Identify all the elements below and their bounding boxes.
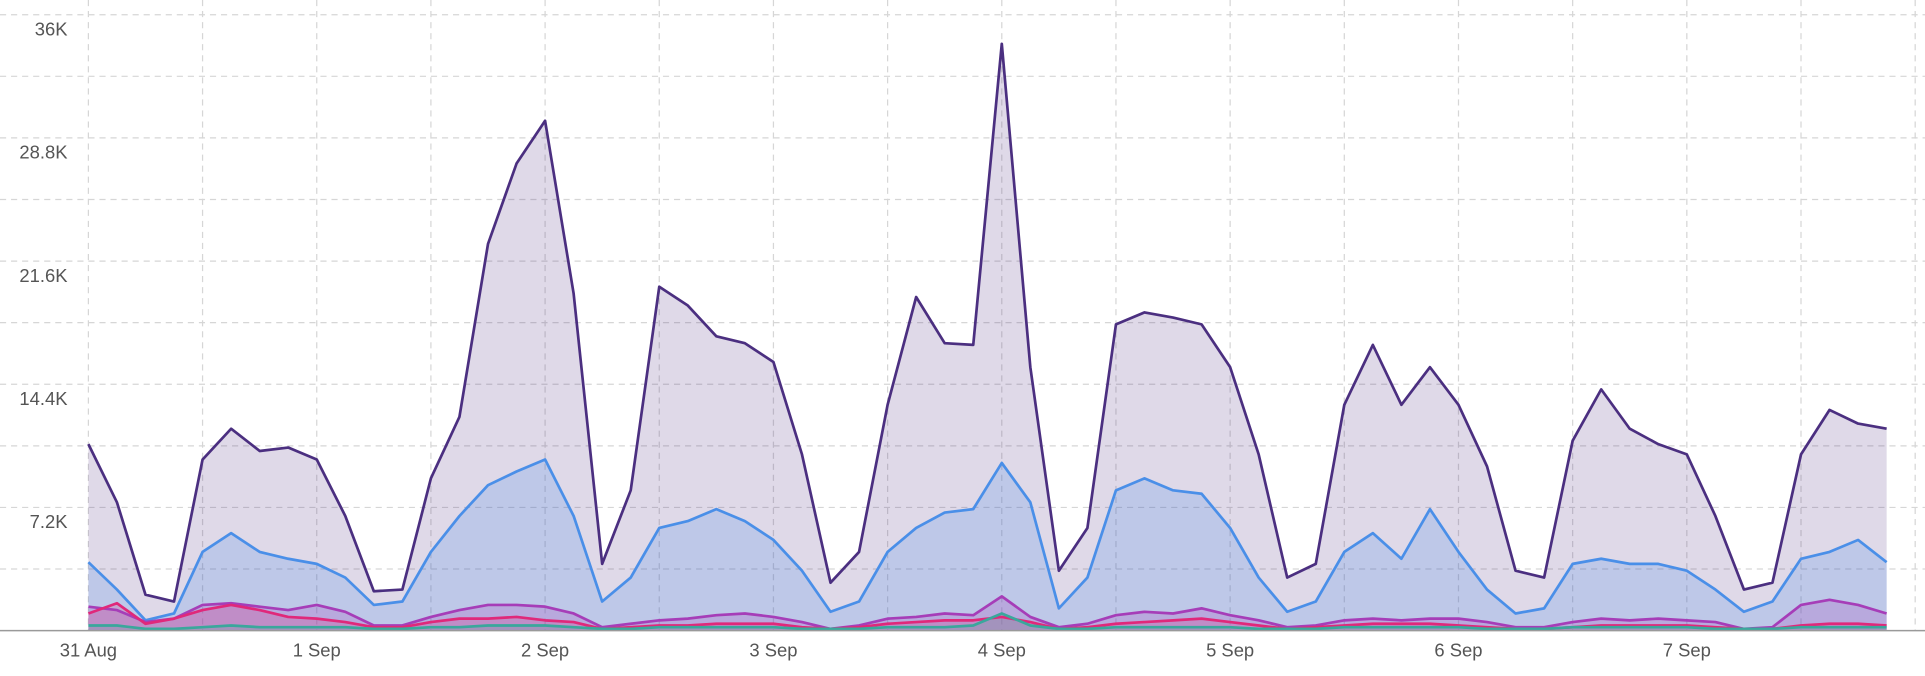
x-tick-label: 31 Aug <box>60 639 117 660</box>
y-tick-label: 28.8K <box>19 142 68 163</box>
x-tick-label: 4 Sep <box>978 639 1026 660</box>
x-tick-label: 3 Sep <box>749 639 797 660</box>
area <box>88 596 1887 631</box>
area <box>88 603 1887 631</box>
y-tick-label: 36K <box>35 19 68 40</box>
area <box>88 459 1887 631</box>
y-tick-label: 14.4K <box>19 388 68 409</box>
line <box>88 612 1887 631</box>
line <box>88 595 1888 631</box>
x-tick-label: 2 Sep <box>521 639 569 660</box>
x-tick-label: 5 Sep <box>1206 639 1254 660</box>
area <box>88 43 1887 631</box>
line <box>87 42 1887 603</box>
y-tick-label: 7.2K <box>30 511 69 532</box>
x-tick-label: 6 Sep <box>1434 639 1482 660</box>
y-tick-label: 21.6K <box>19 265 68 286</box>
line <box>87 458 1888 622</box>
x-tick-label: 7 Sep <box>1663 639 1711 660</box>
x-tick-label: 1 Sep <box>293 639 341 660</box>
